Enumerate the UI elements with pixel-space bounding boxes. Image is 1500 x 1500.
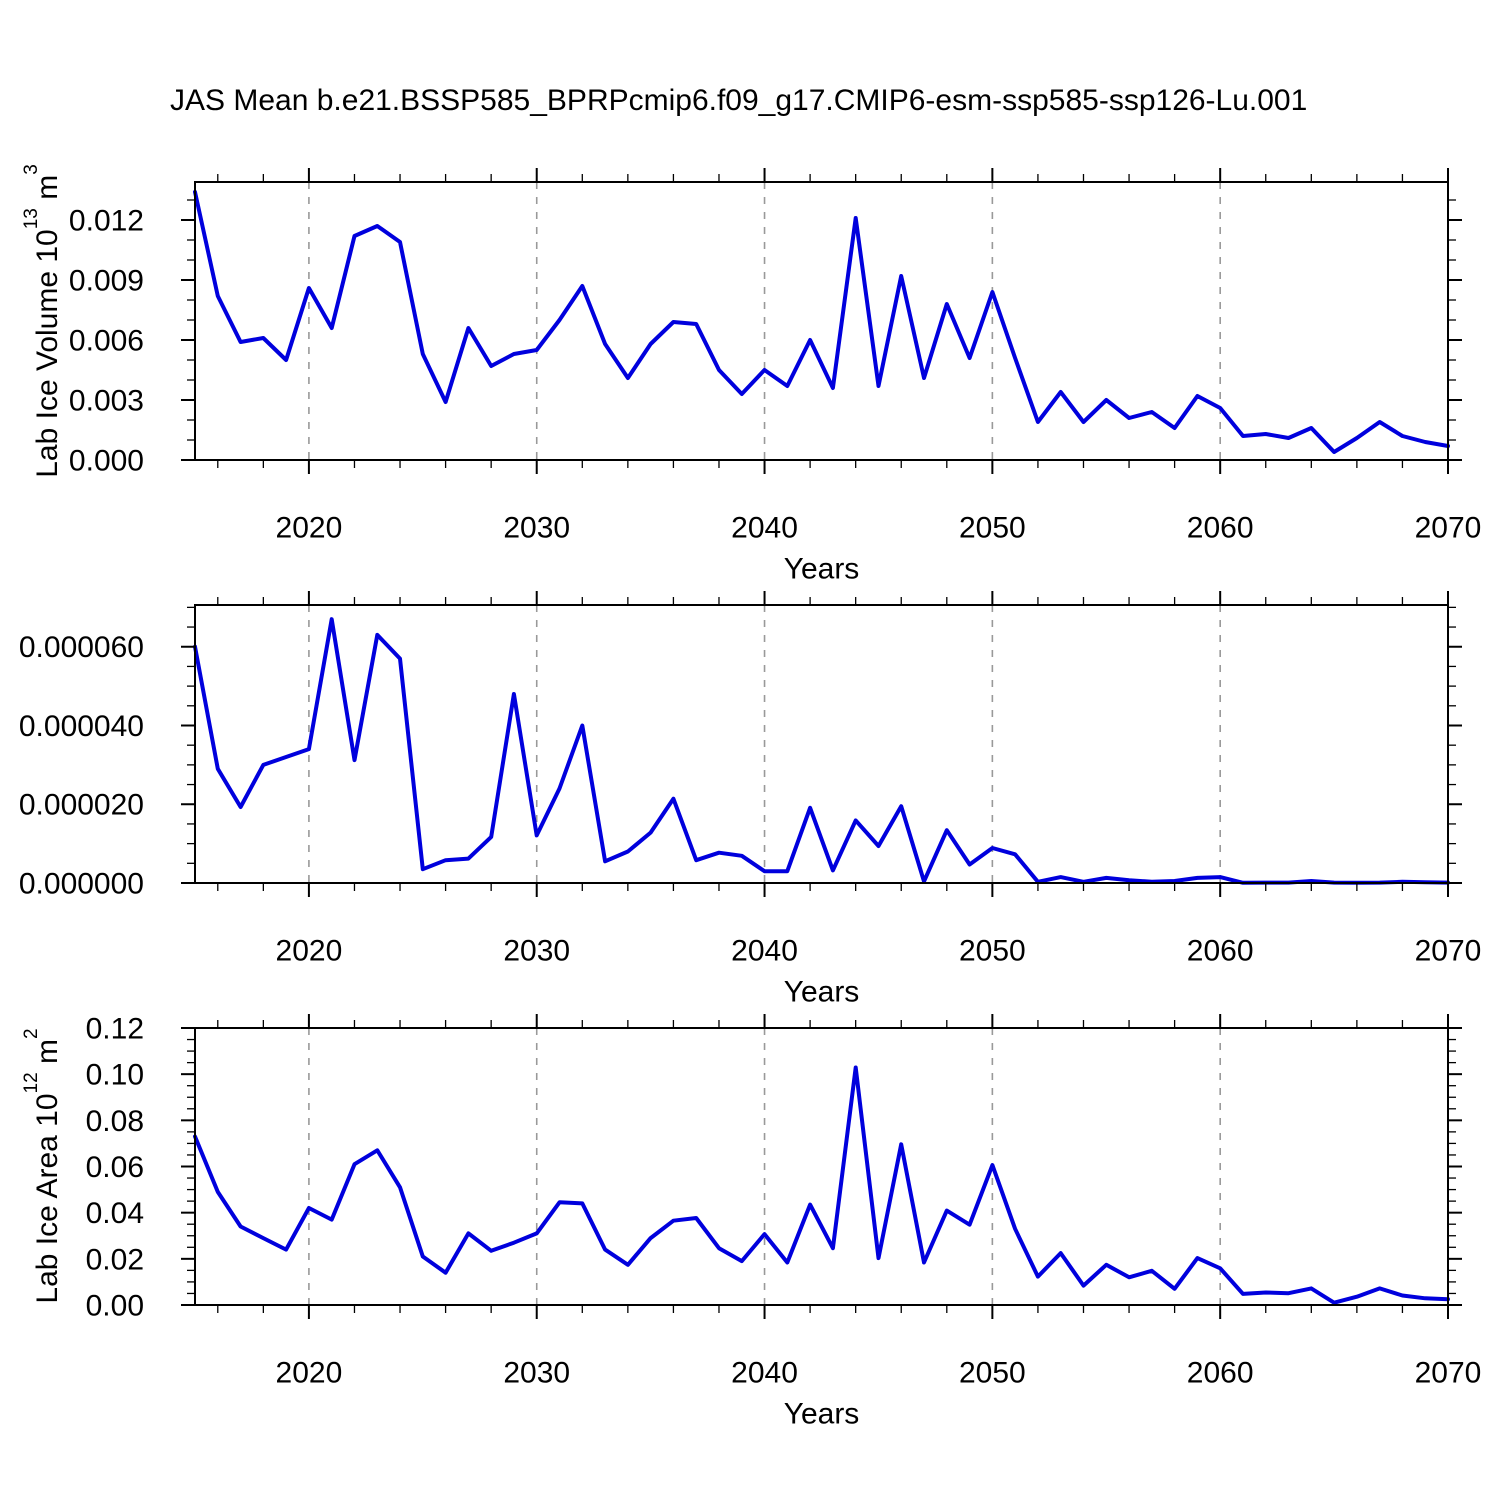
axis-label: 2020 [276,1357,343,1390]
axis-label: 0.000020 [19,789,144,822]
chart-1: 2020 2030 2040 2050 2060 2070 0.000000 0.000020… [19,591,1482,1009]
axis-label: 2040 [731,512,798,545]
x-axis-title: Years [784,1398,860,1431]
axis-label: 0.12 [86,1013,144,1046]
data-line [193,1065,1450,1305]
chart-2: 2020 2030 2040 2050 2060 2070 0.00 0.02 0.04 0.06… [86,1013,1482,1431]
axis-label: 2050 [959,935,1026,968]
axis-label: 0.02 [86,1243,144,1276]
axis-label: 2060 [1187,1357,1254,1390]
axis-label: 0.08 [86,1105,144,1138]
axis-label: 2050 [959,512,1026,545]
x-axis-title: Years [784,976,860,1009]
axis-label: 2020 [276,935,343,968]
data-line [193,617,1450,885]
axis-label: 2030 [503,935,570,968]
axis-label: 2070 [1415,1357,1482,1390]
axis-label: 0.00 [86,1290,144,1323]
axis-label: 0.10 [86,1059,144,1092]
axis-label: 2060 [1187,935,1254,968]
axis-label: 0.009 [69,265,144,298]
axis-label: 0.000 [69,445,144,478]
axis-label: 0.006 [69,325,144,358]
axis-label: 0.06 [86,1151,144,1184]
data-line [193,190,1450,454]
axis-label: 2020 [276,512,343,545]
plot-frame [194,181,1449,461]
x-axis-title: Years [784,553,860,586]
axis-label: 0.000000 [19,868,144,901]
axis-label: 2040 [731,935,798,968]
axis-label: 0.012 [69,205,144,238]
axis-label: 2030 [503,512,570,545]
axis-label: 2040 [731,1357,798,1390]
axis-label: 2050 [959,1357,1026,1390]
axis-label: 2060 [1187,512,1254,545]
axis-label: 2070 [1415,512,1482,545]
axis-label: 0.04 [86,1197,144,1230]
axis-label: 0.000040 [19,710,144,743]
axis-label: 0.003 [69,385,144,418]
chart-0: 2020 2030 2040 2050 2060 2070 0.000 0.003 0.006 0… [69,168,1481,586]
axis-label: 2030 [503,1357,570,1390]
plot-frame [194,1027,1449,1306]
axis-label: 0.000060 [19,631,144,664]
plot-title: JAS Mean b.e21.BSSP585_BPRPcmip6.f09_g17… [170,84,1308,117]
plot-frame [194,604,1449,884]
axis-label: 2070 [1415,935,1482,968]
